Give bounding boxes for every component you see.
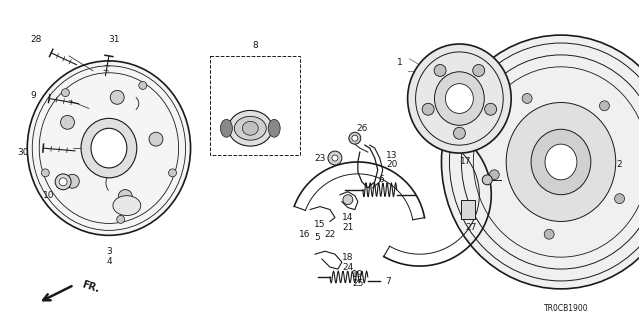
Circle shape xyxy=(61,89,69,97)
Text: 5: 5 xyxy=(314,233,320,242)
Text: 29: 29 xyxy=(447,139,458,148)
Ellipse shape xyxy=(545,144,577,180)
Text: 15: 15 xyxy=(314,220,326,229)
Text: 31: 31 xyxy=(108,35,120,44)
Text: 12: 12 xyxy=(213,138,224,147)
Circle shape xyxy=(343,195,353,204)
Text: 22: 22 xyxy=(324,230,335,239)
Text: 18: 18 xyxy=(342,253,354,262)
Circle shape xyxy=(544,229,554,239)
Circle shape xyxy=(422,103,434,115)
Text: FR.: FR. xyxy=(80,279,100,294)
Text: 27: 27 xyxy=(466,223,477,232)
Text: 4: 4 xyxy=(106,257,112,266)
Ellipse shape xyxy=(435,72,484,125)
Text: 8: 8 xyxy=(252,42,258,51)
Text: 20: 20 xyxy=(386,160,397,170)
Bar xyxy=(461,200,476,220)
Ellipse shape xyxy=(531,129,591,195)
Ellipse shape xyxy=(243,121,259,135)
Text: 1: 1 xyxy=(397,58,403,67)
Circle shape xyxy=(484,103,497,115)
Ellipse shape xyxy=(91,128,127,168)
Text: 19: 19 xyxy=(352,269,364,278)
Text: 30: 30 xyxy=(17,148,29,156)
Text: 14: 14 xyxy=(342,213,353,222)
Circle shape xyxy=(42,169,49,177)
Circle shape xyxy=(434,65,446,76)
Circle shape xyxy=(332,155,338,161)
Text: 25: 25 xyxy=(352,279,364,288)
Text: 13: 13 xyxy=(386,150,397,160)
Text: 26: 26 xyxy=(356,124,367,133)
Bar xyxy=(211,56,300,155)
Circle shape xyxy=(116,215,125,223)
Circle shape xyxy=(490,170,499,180)
Circle shape xyxy=(328,151,342,165)
Ellipse shape xyxy=(442,35,640,289)
Text: TR0CB1900: TR0CB1900 xyxy=(544,304,589,313)
Ellipse shape xyxy=(445,84,474,113)
Text: 9: 9 xyxy=(30,91,36,100)
Ellipse shape xyxy=(81,118,137,178)
Circle shape xyxy=(522,93,532,103)
Circle shape xyxy=(483,175,492,185)
Circle shape xyxy=(168,169,177,177)
Circle shape xyxy=(473,65,484,76)
Text: 24: 24 xyxy=(342,263,353,272)
Ellipse shape xyxy=(234,116,266,140)
Circle shape xyxy=(118,190,132,204)
Ellipse shape xyxy=(228,110,272,146)
Circle shape xyxy=(61,116,74,129)
Text: 6: 6 xyxy=(379,175,385,184)
Circle shape xyxy=(65,174,79,188)
Ellipse shape xyxy=(220,119,232,137)
Text: 3: 3 xyxy=(106,247,112,256)
Text: 16: 16 xyxy=(300,230,311,239)
Text: 23: 23 xyxy=(314,154,326,163)
Circle shape xyxy=(349,132,361,144)
Text: 5: 5 xyxy=(422,118,428,127)
Text: 7: 7 xyxy=(385,277,390,286)
Circle shape xyxy=(600,101,609,111)
Circle shape xyxy=(352,135,358,141)
Text: 17: 17 xyxy=(460,157,471,166)
Ellipse shape xyxy=(506,102,616,221)
Ellipse shape xyxy=(408,44,511,153)
Circle shape xyxy=(139,82,147,89)
Text: 11: 11 xyxy=(210,68,221,77)
Text: 28: 28 xyxy=(31,35,42,44)
Circle shape xyxy=(110,90,124,104)
Ellipse shape xyxy=(28,61,191,235)
Circle shape xyxy=(614,194,625,204)
Circle shape xyxy=(453,127,465,139)
Circle shape xyxy=(149,132,163,146)
Text: 2: 2 xyxy=(616,160,621,170)
Circle shape xyxy=(59,178,67,186)
Text: 10: 10 xyxy=(44,191,55,200)
Text: 21: 21 xyxy=(342,223,353,232)
Ellipse shape xyxy=(268,119,280,137)
Circle shape xyxy=(55,174,71,190)
Ellipse shape xyxy=(113,196,141,215)
